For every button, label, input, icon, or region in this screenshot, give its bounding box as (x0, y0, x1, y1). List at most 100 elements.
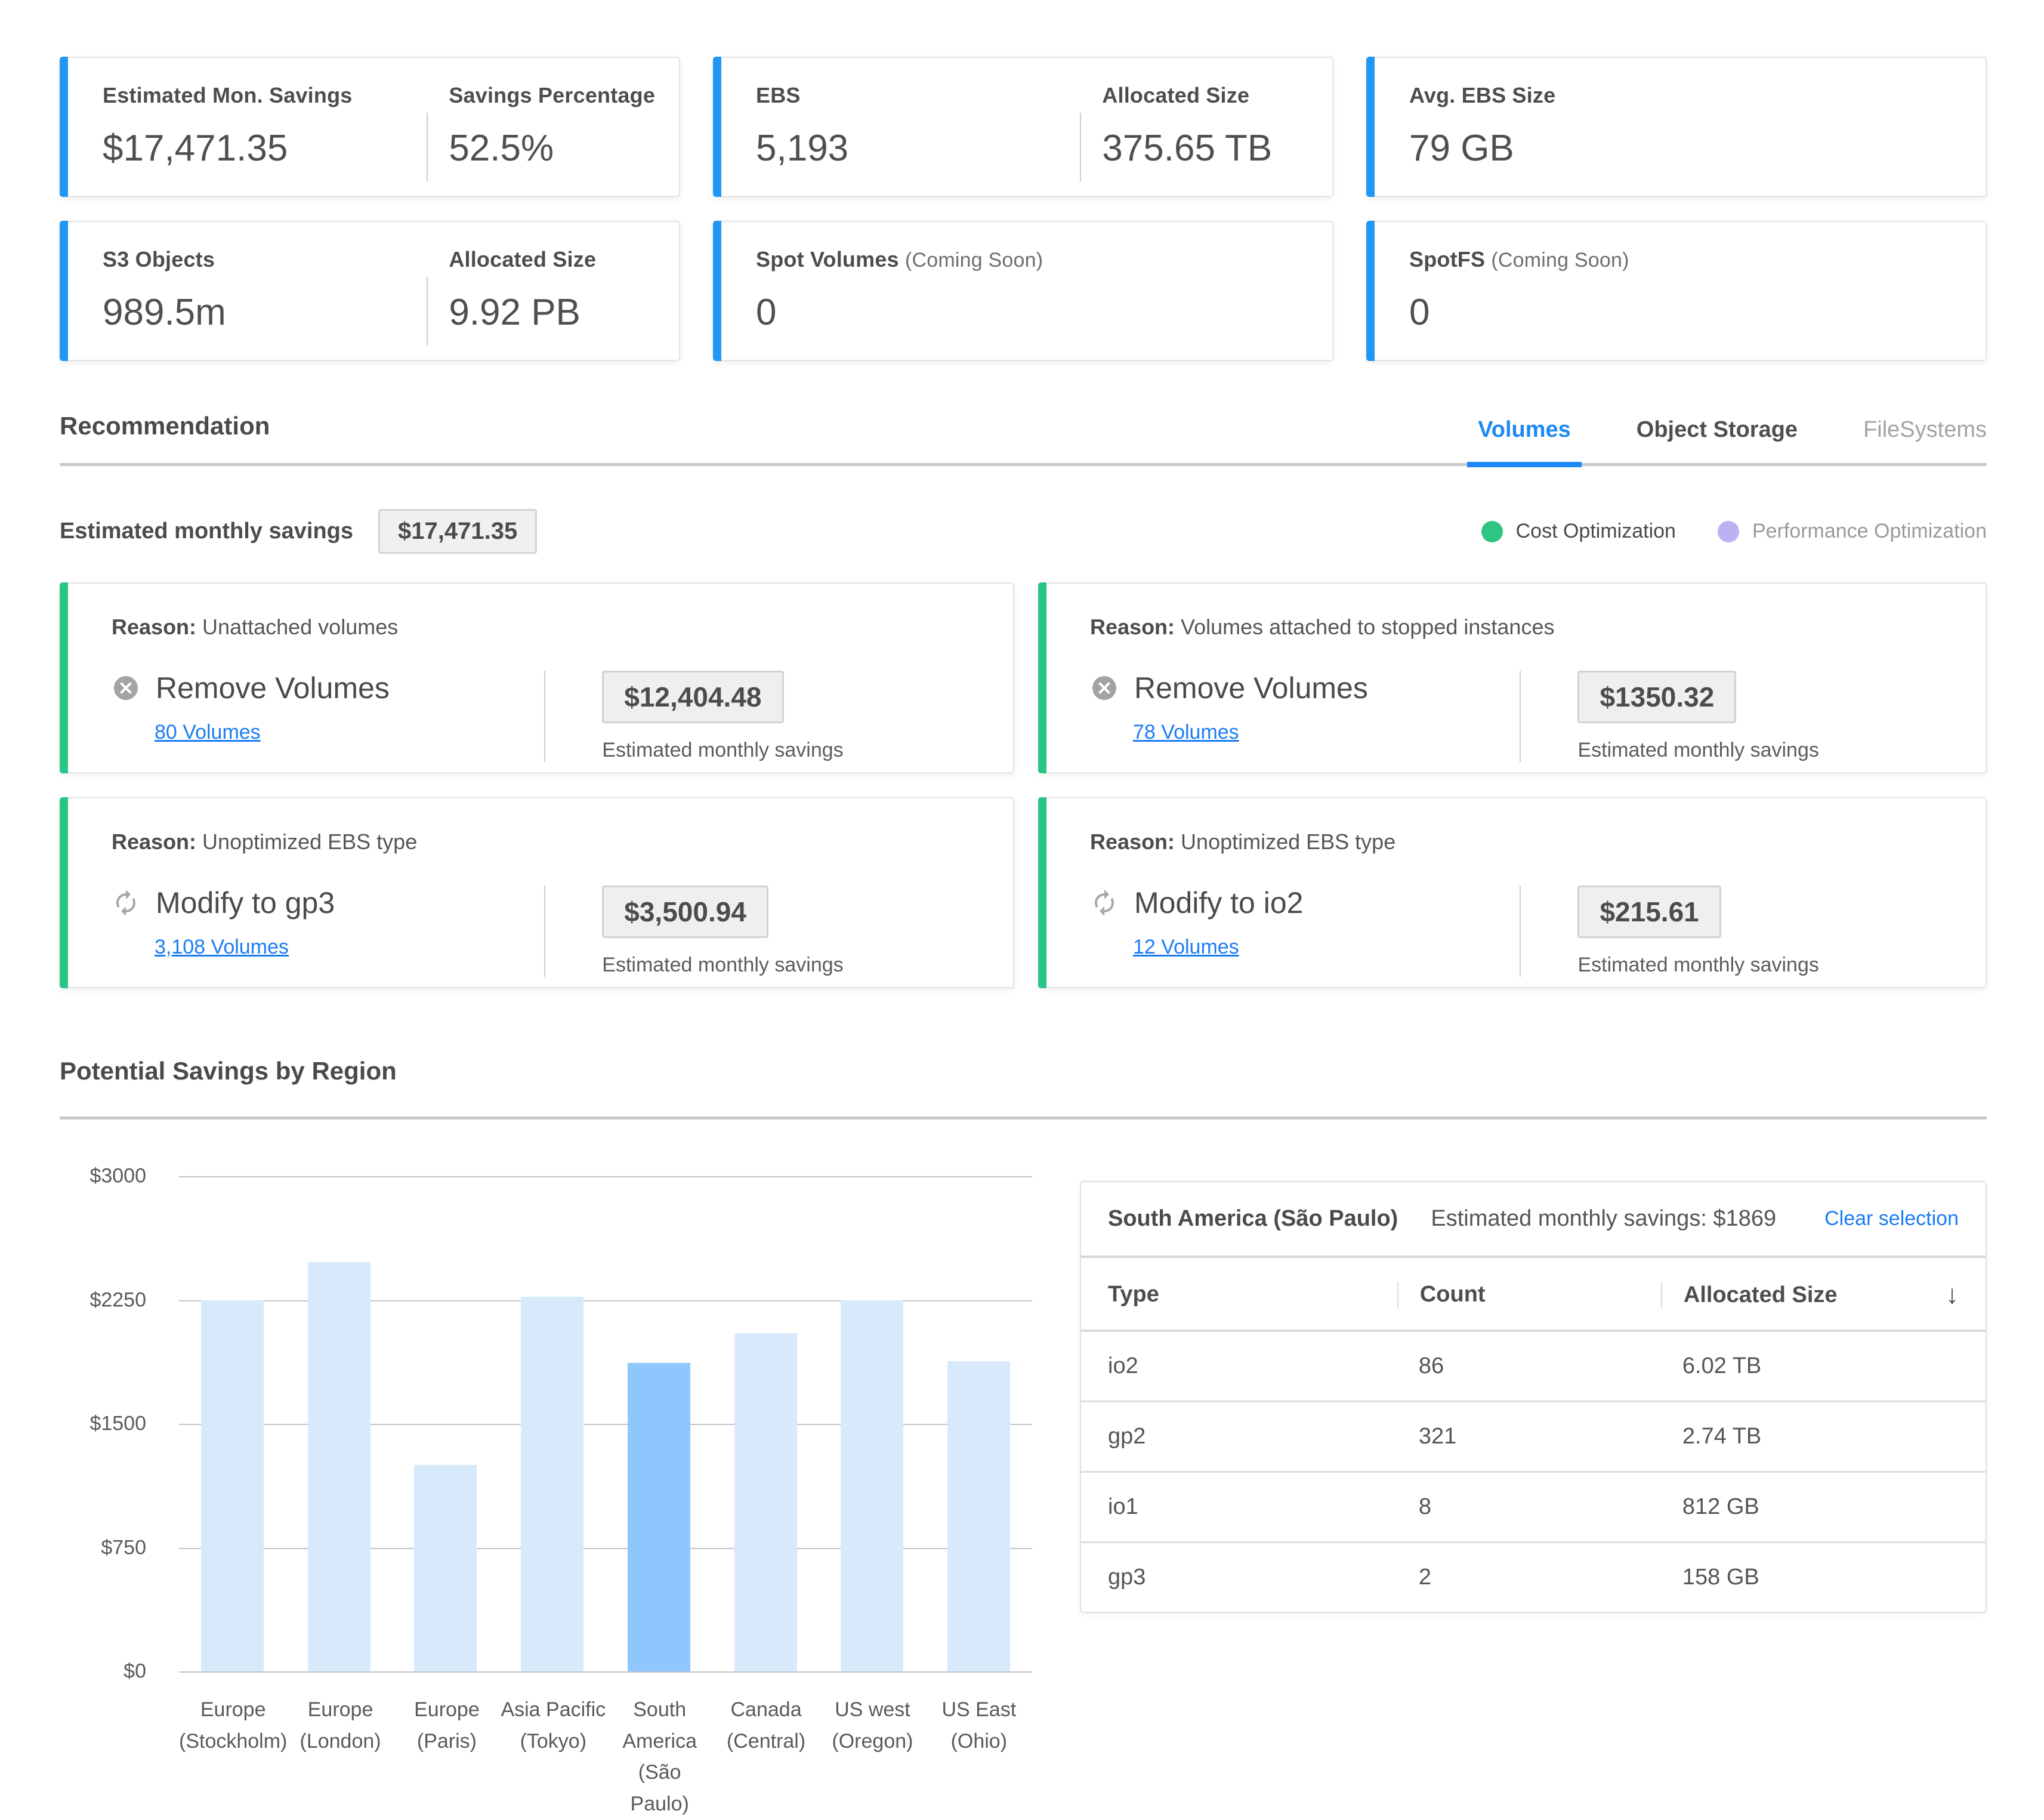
sort-descending-icon[interactable]: ↓ (1946, 1282, 1959, 1308)
volumes-count-link[interactable]: 12 Volumes (1133, 936, 1239, 959)
modify-icon (1090, 889, 1119, 917)
y-tick: $0 (123, 1660, 146, 1683)
column-header-allocated-size[interactable]: Allocated Size ↓ (1661, 1282, 1959, 1308)
action-title: Remove Volumes (156, 671, 390, 705)
cell-allocated-size: 2.74 TB (1661, 1424, 1959, 1449)
stat-card-monthly-savings: Estimated Mon. Savings $17,471.35 Saving… (60, 57, 680, 197)
rec-card-value-area: $1350.32 Estimated monthly savings (1520, 671, 1950, 762)
metric-label: Avg. EBS Size (1409, 83, 1755, 108)
metric-divider (427, 277, 428, 346)
chart-x-axis: Europe(Stockholm) Europe(London) Europe(… (179, 1694, 1032, 1820)
metric-label: EBS (756, 83, 1102, 108)
metric-label: Allocated Size (1102, 83, 1314, 108)
stat-card-s3-objects: S3 Objects 989.5m Allocated Size 9.92 PB (60, 221, 680, 361)
chart-bar-europe-paris[interactable] (414, 1465, 477, 1671)
cost-optimization-dot-icon (1481, 521, 1503, 542)
reason-line: Reason: Unoptimized EBS type (112, 829, 1013, 855)
card-accent-bar (713, 221, 721, 361)
savings-value-box: $1350.32 (1577, 671, 1736, 723)
metric-label: SpotFS (Coming Soon) (1409, 247, 1968, 272)
card-accent-bar (1038, 797, 1046, 988)
stat-card-ebs: EBS 5,193 Allocated Size 375.65 TB (713, 57, 1333, 197)
cell-count: 321 (1397, 1424, 1661, 1449)
chart-y-axis: $3000 $2250 $1500 $750 $0 (60, 1176, 146, 1671)
tab-volumes[interactable]: Volumes (1478, 417, 1571, 463)
metric-value: 989.5m (103, 291, 449, 334)
cell-type: io2 (1108, 1353, 1397, 1379)
savings-value-box: $215.61 (1577, 886, 1721, 938)
volumes-count-link[interactable]: 80 Volumes (155, 721, 261, 744)
cell-type: io1 (1108, 1494, 1397, 1520)
tab-object-storage[interactable]: Object Storage (1637, 417, 1798, 463)
chart-bar-europe-stockholm[interactable] (201, 1300, 264, 1672)
chart-bar-canada-central[interactable] (734, 1333, 797, 1671)
reason-line: Reason: Unoptimized EBS type (1090, 829, 1986, 855)
x-tick: US East(Ohio) (926, 1694, 1032, 1820)
card-accent-bar (60, 221, 68, 361)
legend-label: Performance Optimization (1752, 520, 1987, 543)
stat-card-spot-volumes: Spot Volumes (Coming Soon) 0 (713, 221, 1333, 361)
coming-soon-badge: (Coming Soon) (905, 249, 1043, 272)
savings-summary-row: Estimated monthly savings $17,471.35 Cos… (60, 509, 1987, 554)
cell-allocated-size: 158 GB (1661, 1565, 1959, 1590)
column-header-count[interactable]: Count (1397, 1282, 1661, 1308)
x-tick: US west(Oregon) (819, 1694, 925, 1820)
rec-card-modify-gp3: Reason: Unoptimized EBS type Modify to g… (60, 797, 1014, 988)
cell-type: gp2 (1108, 1424, 1397, 1449)
rec-card-modify-io2: Reason: Unoptimized EBS type Modify to i… (1038, 797, 1987, 988)
reason-line: Reason: Unattached volumes (112, 615, 1013, 640)
action-title: Modify to gp3 (156, 886, 335, 920)
metric-value: $17,471.35 (103, 127, 449, 169)
summary-label: Estimated monthly savings (60, 519, 353, 544)
volumes-count-link[interactable]: 3,108 Volumes (155, 936, 289, 959)
volumes-count-link[interactable]: 78 Volumes (1133, 721, 1239, 744)
tab-filesystems[interactable]: FileSystems (1863, 417, 1987, 463)
rec-card-value-area: $215.61 Estimated monthly savings (1520, 886, 1950, 977)
savings-caption: Estimated monthly savings (1577, 954, 1950, 977)
table-row: gp3 2 158 GB (1081, 1543, 1986, 1612)
chart-bar-us-west-oregon[interactable] (841, 1300, 903, 1672)
table-row: gp2 321 2.74 TB (1081, 1402, 1986, 1473)
action-title: Modify to io2 (1134, 886, 1303, 920)
cell-count: 8 (1397, 1494, 1661, 1520)
x-tick: Europe(London) (287, 1694, 393, 1820)
cell-allocated-size: 6.02 TB (1661, 1353, 1959, 1379)
stat-card-spotfs: SpotFS (Coming Soon) 0 (1366, 221, 1987, 361)
rec-card-unattached-volumes: Reason: Unattached volumes Remove Volume… (60, 582, 1014, 773)
chart-bar-us-east-ohio[interactable] (947, 1361, 1010, 1671)
chart-bar-europe-london[interactable] (308, 1262, 370, 1671)
performance-optimization-dot-icon (1718, 521, 1739, 542)
y-tick: $1500 (89, 1412, 146, 1436)
x-tick: Asia Pacific(Tokyo) (500, 1694, 606, 1820)
recommendation-tabs: Volumes Object Storage FileSystems (1478, 417, 1987, 463)
table-row: io1 8 812 GB (1081, 1473, 1986, 1543)
metric-label: Estimated Mon. Savings (103, 83, 449, 108)
metric-value: 375.65 TB (1102, 127, 1314, 169)
reason-line: Reason: Volumes attached to stopped inst… (1090, 615, 1986, 640)
clear-selection-link[interactable]: Clear selection (1824, 1207, 1959, 1230)
stats-grid: Estimated Mon. Savings $17,471.35 Saving… (60, 57, 1987, 361)
savings-bar-chart: $3000 $2250 $1500 $750 $0 (60, 1176, 1032, 1820)
coming-soon-badge: (Coming Soon) (1491, 249, 1629, 272)
card-accent-bar (713, 57, 721, 197)
summary-value-box: $17,471.35 (378, 509, 537, 554)
savings-value-box: $3,500.94 (602, 886, 768, 938)
savings-caption: Estimated monthly savings (602, 739, 977, 762)
rec-card-value-area: $3,500.94 Estimated monthly savings (544, 886, 977, 977)
gridline (179, 1671, 1032, 1673)
y-tick: $2250 (89, 1288, 146, 1312)
chart-bar-asia-pacific-tokyo[interactable] (521, 1297, 583, 1671)
cell-count: 2 (1397, 1565, 1661, 1590)
cell-allocated-size: 812 GB (1661, 1494, 1959, 1520)
table-header-row: Type Count Allocated Size ↓ (1081, 1258, 1986, 1332)
metric-value: 52.5% (449, 127, 661, 169)
chart-bar-south-america-sao-paulo[interactable] (628, 1363, 690, 1671)
rec-card-stopped-instances: Reason: Volumes attached to stopped inst… (1038, 582, 1987, 773)
metric-value: 5,193 (756, 127, 1102, 169)
column-header-type[interactable]: Type (1108, 1282, 1397, 1308)
section-title-savings-by-region: Potential Savings by Region (60, 1057, 1987, 1085)
region-panel-savings: Estimated monthly savings: $1869 (1431, 1206, 1776, 1232)
legend-item-performance: Performance Optimization (1718, 520, 1987, 543)
card-accent-bar (1366, 221, 1375, 361)
metric-divider (427, 113, 428, 181)
